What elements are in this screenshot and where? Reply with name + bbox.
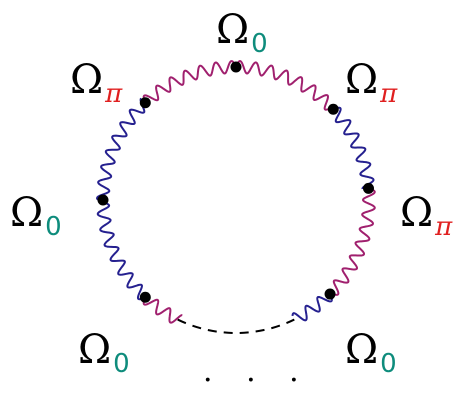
label-right: Ωπ [400, 193, 452, 240]
label-lower-left-sub: 0 [113, 349, 130, 380]
vertex-node-lower-left [139, 291, 151, 303]
dashed-gap [177, 318, 295, 334]
label-lower-right: Ω0 [345, 330, 397, 377]
label-lower-left-symbol: Ω [78, 327, 112, 373]
label-lower-right-symbol: Ω [345, 327, 379, 373]
label-upper-right-symbol: Ω [345, 57, 379, 103]
label-left: Ω0 [10, 193, 62, 240]
wave-segment-right-lower [327, 187, 376, 296]
vertex-node-upper-left [139, 97, 151, 109]
label-upper-right: Ωπ [345, 60, 397, 107]
wave-segment-lower-right [291, 293, 333, 322]
vertex-nodes [97, 61, 374, 303]
wave-segments [96, 60, 376, 324]
label-top-symbol: Ω [216, 7, 250, 53]
wave-segment-lower-left [142, 296, 184, 324]
label-right-symbol: Ω [400, 190, 434, 236]
wave-segment-upper-right [235, 60, 337, 111]
label-upper-left: Ωπ [70, 60, 122, 107]
label-lower-right-sub: 0 [380, 349, 397, 380]
label-upper-left-symbol: Ω [70, 57, 104, 103]
vertex-node-right [362, 182, 374, 194]
vertex-node-upper-right [327, 103, 339, 115]
label-left-symbol: Ω [10, 190, 44, 236]
label-right-sub: π [435, 212, 453, 243]
vertex-node-left [97, 194, 109, 206]
label-top-sub: 0 [251, 29, 268, 60]
label-left-sub: 0 [45, 212, 62, 243]
label-top: Ω0 [216, 10, 268, 57]
vertex-node-lower-right [324, 288, 336, 300]
wave-segment-right-upper [332, 106, 375, 190]
vertex-node-top [230, 61, 242, 73]
label-upper-left-sub: π [105, 79, 123, 110]
ellipsis: · · · [203, 363, 311, 398]
label-upper-right-sub: π [380, 79, 398, 110]
label-lower-left: Ω0 [78, 330, 130, 377]
wave-segment-upper-left [142, 60, 237, 104]
